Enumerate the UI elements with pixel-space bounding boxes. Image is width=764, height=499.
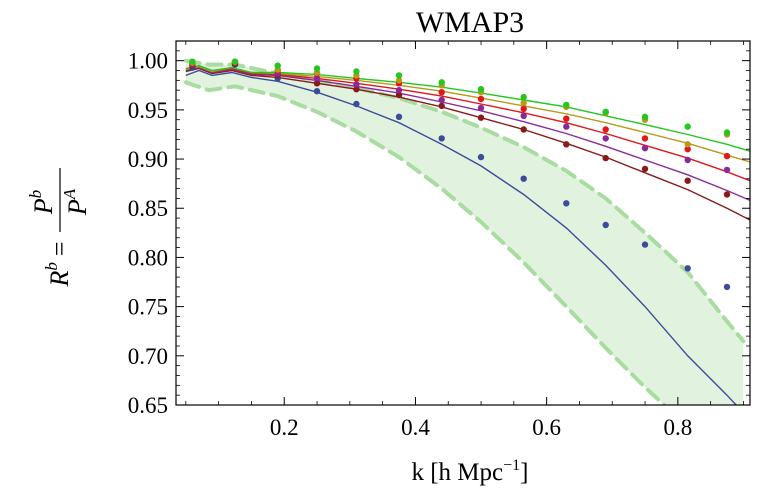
series-0-point: [353, 100, 360, 108]
series-3-point: [438, 89, 445, 96]
series-0-point: [438, 135, 445, 142]
x-tick-label: 0.6: [532, 415, 561, 440]
y-tick-label: 0.80: [128, 245, 168, 270]
series-1-point: [723, 191, 731, 198]
svg-text:Pb: Pb: [26, 190, 58, 215]
series-2-point: [563, 123, 570, 130]
series-4-point: [520, 99, 527, 107]
svg-text:Rb=: Rb =: [42, 241, 74, 287]
series-5-point: [438, 79, 445, 86]
ticks-layer: 0.2 0.4 0.6 0.8 0.65 0.70 0.75 0.80 0.85 0.90 0.95…: [128, 40, 750, 440]
y-tick-label: 0.85: [128, 196, 168, 221]
series-5-point: [641, 113, 649, 121]
series-2-point: [353, 81, 360, 88]
series-1-point: [353, 86, 360, 93]
series-2-point: [313, 75, 321, 82]
series-3-point: [723, 152, 731, 160]
series-1-point: [641, 165, 649, 173]
y-tick-label: 0.75: [128, 295, 168, 320]
series-1-point: [313, 80, 321, 87]
series-1-point: [520, 126, 527, 133]
band-layer: [183, 58, 746, 405]
series-lines-layer: [185, 64, 750, 405]
band-fill: [185, 60, 744, 405]
series-3-point: [641, 135, 649, 142]
y-tick-label: 0.70: [128, 344, 168, 369]
series-2-point: [602, 135, 609, 142]
series-1-point: [477, 114, 485, 121]
series-5-point: [189, 58, 196, 65]
series-0-point: [602, 221, 609, 229]
series-2-point: [684, 156, 691, 164]
series-3-point: [602, 126, 609, 133]
x-tick-label: 0.4: [401, 415, 430, 440]
series-2-point: [723, 166, 731, 174]
x-axis-label-sup: −1: [503, 457, 520, 474]
series-3-point: [520, 105, 527, 113]
series-2-point: [395, 87, 403, 94]
series-0-point: [563, 200, 570, 207]
svg-text:PA: PA: [60, 188, 92, 216]
plot-frame: [175, 40, 751, 406]
y-label-lhs: R: [45, 271, 74, 288]
series-5-point: [723, 129, 731, 136]
series-4-point: [395, 77, 403, 84]
series-0-point: [395, 113, 403, 121]
series-1-point: [395, 91, 403, 99]
y-label-numerator-sup: b: [26, 190, 45, 199]
series-2-point: [641, 145, 649, 152]
series-1-point: [563, 141, 570, 148]
series-0-point: [684, 265, 691, 272]
series-5-line: [185, 64, 750, 152]
series-3-line: [185, 65, 750, 182]
series-1-point: [602, 154, 609, 162]
y-tick-label: 1.00: [128, 49, 168, 74]
series-5-point: [353, 68, 360, 75]
series-0-point: [723, 283, 731, 291]
y-label-numerator: P: [29, 198, 58, 215]
chart-title: WMAP3: [416, 6, 524, 39]
y-label-eq: =: [45, 241, 74, 256]
series-5-point: [520, 93, 527, 101]
y-tick-label: 0.95: [128, 98, 168, 123]
series-2-point: [438, 96, 445, 104]
series-1-point: [684, 177, 691, 184]
y-tick-label: 0.65: [128, 393, 168, 418]
y-label-lhs-sup: b: [42, 262, 61, 271]
band-lower-edge: [183, 80, 668, 405]
x-axis-label: k [h Mpc−1]: [411, 457, 528, 486]
y-tick-label: 0.90: [128, 147, 168, 172]
series-5-point: [602, 108, 609, 116]
y-axis-label: Rb = Pb PA: [26, 168, 92, 288]
series-5-point: [684, 123, 691, 130]
series-2-line: [185, 66, 750, 202]
series-5-point: [231, 58, 239, 65]
series-2-point: [477, 104, 485, 112]
series-3-point: [684, 146, 691, 153]
series-0-line: [185, 69, 738, 405]
series-5-point: [313, 65, 321, 72]
x-tick-label: 0.2: [270, 415, 299, 440]
series-3-point: [563, 115, 570, 122]
y-label-denominator: P: [63, 199, 92, 216]
series-points-layer: [189, 58, 731, 291]
series-1-line: [185, 67, 750, 221]
series-0-point: [641, 241, 649, 248]
series-0-point: [477, 153, 485, 161]
band-upper-edge: [183, 58, 746, 344]
y-label-denominator-sup: A: [60, 188, 79, 200]
series-3-point: [477, 95, 485, 103]
series-1-point: [438, 102, 445, 110]
series-4-point: [684, 141, 691, 148]
x-axis-label-close: ]: [520, 459, 528, 486]
series-5-point: [563, 101, 570, 109]
series-0-point: [313, 88, 321, 95]
series-0-point: [520, 175, 527, 182]
series-5-point: [274, 62, 281, 69]
series-5-point: [477, 86, 485, 93]
series-5-point: [395, 72, 403, 79]
x-tick-label: 0.8: [663, 415, 692, 440]
series-2-point: [520, 112, 527, 120]
